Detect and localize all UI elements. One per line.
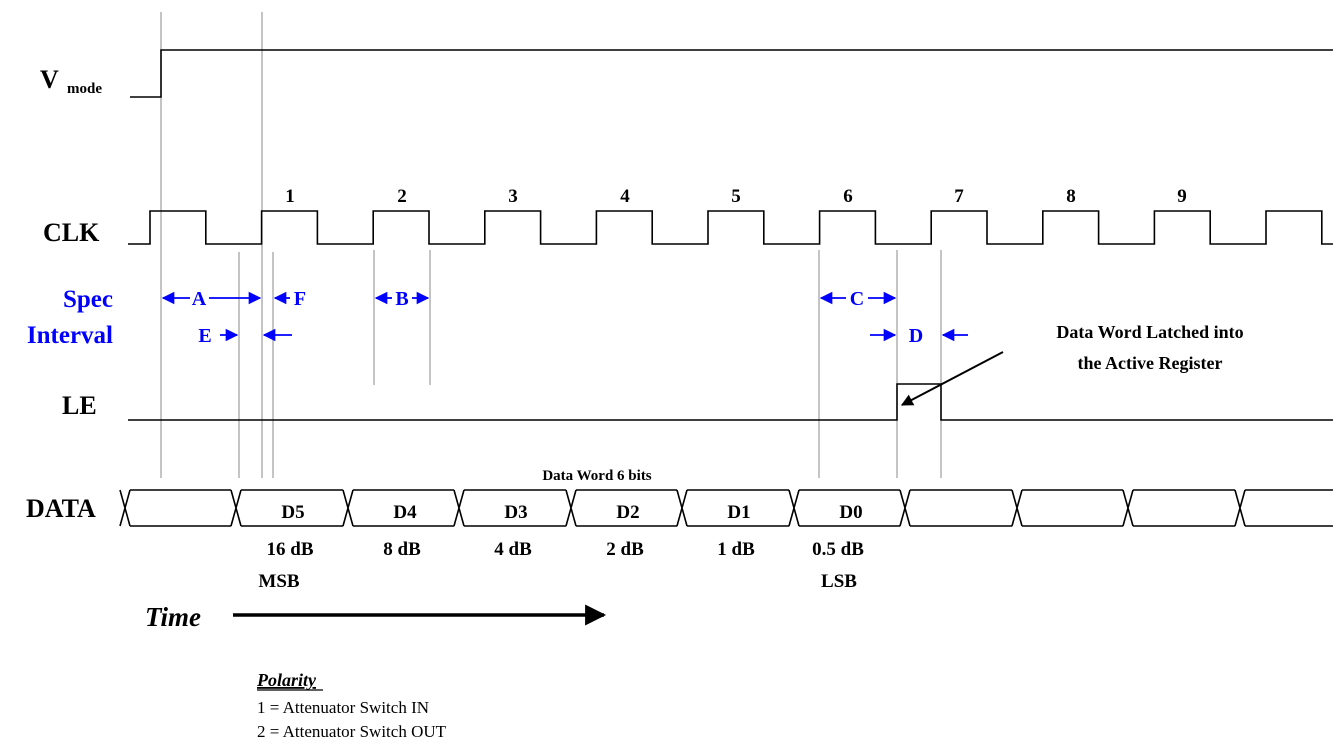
interval-b-label: B [395, 288, 408, 310]
annotation-line-1: Data Word Latched into [1056, 322, 1243, 342]
time-label: Time [145, 602, 201, 632]
interval-e-label: E [198, 325, 211, 347]
bit-name: D3 [504, 502, 527, 523]
guide-lines [160, 12, 942, 478]
le-waveform [128, 383, 1333, 421]
polarity-heading: Polarity [256, 670, 317, 690]
spec-label: Spec [63, 286, 113, 313]
interval-e: E [198, 325, 292, 347]
bit-weight: 0.5 dB [812, 539, 864, 560]
interval-f: F [273, 288, 306, 310]
interval-c-label: C [850, 288, 864, 310]
clk-waveform [128, 210, 1333, 245]
vmode-label: V [40, 65, 59, 94]
data-word-label: Data Word 6 bits [542, 468, 651, 484]
bit-weight: 8 dB [383, 539, 421, 560]
interval-a: A [161, 288, 262, 310]
interval-label: Interval [27, 322, 113, 349]
data-waveform [119, 489, 1333, 527]
bit-name: D4 [393, 502, 417, 523]
clock-number: 7 [954, 186, 964, 207]
clock-number: 5 [731, 186, 741, 207]
interval-d-label: D [909, 325, 923, 347]
bit-extra-msb: MSB [258, 571, 300, 592]
clock-numbers: 1 2 3 4 5 6 7 8 9 [285, 186, 1187, 207]
interval-d: D [870, 325, 968, 347]
polarity-item: 1 = Attenuator Switch IN [257, 698, 429, 717]
interval-a-label: A [192, 288, 207, 310]
bit-weight: 1 dB [717, 539, 755, 560]
bit-name: D0 [839, 502, 862, 523]
clock-number: 6 [843, 186, 853, 207]
vmode-subscript: mode [67, 81, 102, 97]
clk-label: CLK [43, 218, 100, 247]
clock-number: 1 [285, 186, 295, 207]
clock-number: 3 [508, 186, 518, 207]
clock-number: 9 [1177, 186, 1187, 207]
bit-extra-lsb: LSB [821, 571, 857, 592]
clock-number: 2 [397, 186, 407, 207]
annotation-line-2: the Active Register [1078, 353, 1223, 373]
bit-weight: 16 dB [267, 539, 314, 560]
data-label: DATA [26, 494, 96, 523]
clock-number: 8 [1066, 186, 1076, 207]
polarity-item: 2 = Attenuator Switch OUT [257, 722, 447, 741]
data-bits: D5 D4 D3 D2 D1 D0 16 dB 8 dB 4 dB 2 dB 1… [258, 502, 864, 592]
bit-name: D2 [616, 502, 639, 523]
clock-number: 4 [620, 186, 630, 207]
bit-weight: 4 dB [494, 539, 532, 560]
bit-name: D1 [727, 502, 750, 523]
le-label: LE [62, 391, 97, 420]
bit-name: D5 [281, 502, 304, 523]
bit-weight: 2 dB [606, 539, 644, 560]
annotation-arrow [900, 351, 1004, 406]
interval-b: B [374, 288, 430, 310]
interval-c: C [819, 288, 897, 310]
interval-f-label: F [294, 288, 306, 310]
vmode-waveform [130, 49, 1333, 98]
